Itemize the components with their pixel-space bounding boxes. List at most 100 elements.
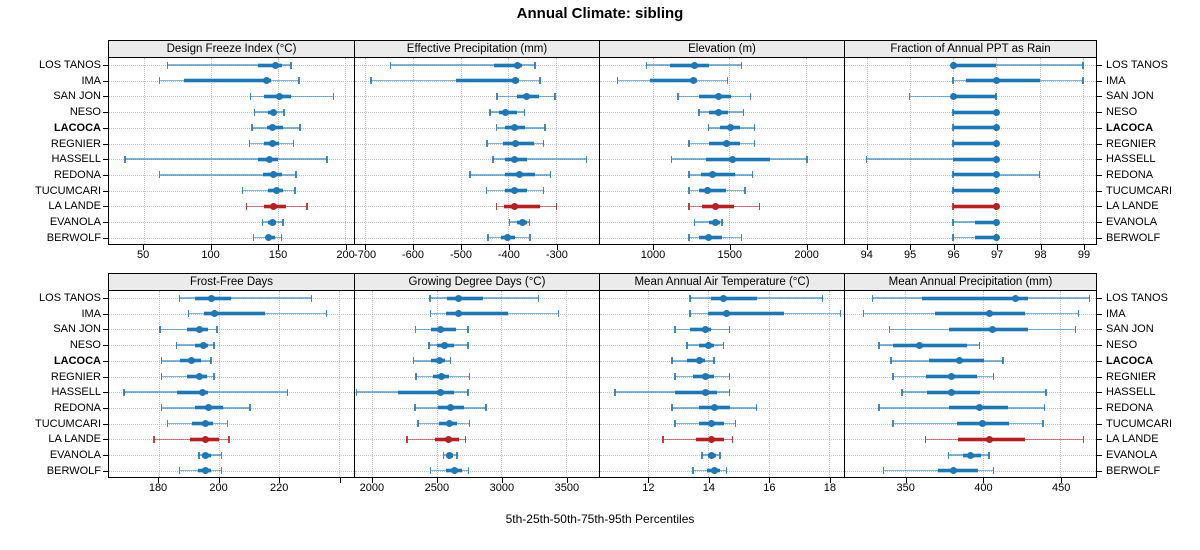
station-label-left: LA LANDE <box>48 200 101 213</box>
whisker-cap-low <box>882 467 885 475</box>
x-tick <box>218 478 220 483</box>
median-dot <box>915 341 923 349</box>
y-tick-right <box>1097 65 1102 66</box>
x-tick-label: 99 <box>1077 249 1091 261</box>
station-label-right: REGNIER <box>1106 370 1157 383</box>
y-gridline <box>355 112 599 114</box>
whisker-cap-high <box>992 467 995 475</box>
whisker-cap-high <box>755 404 758 412</box>
whisker-cap-low <box>198 451 200 459</box>
x-gridline <box>805 58 807 244</box>
whisker-cap-high <box>1082 77 1084 85</box>
station-label-right: LOS TANOS <box>1106 59 1168 71</box>
y-gridline <box>355 455 599 456</box>
x-tick-label: 450 <box>1052 482 1071 494</box>
panel-strip-title: Fraction of Annual PPT as Rain <box>890 43 1051 55</box>
iqr-bar <box>398 390 455 394</box>
median-dot <box>722 140 730 147</box>
panel-strip: Effective Precipitation (mm) <box>355 40 600 58</box>
whisker-cap-low <box>160 357 163 365</box>
whisker-cap-low <box>159 325 161 333</box>
panel-body <box>108 291 355 478</box>
y-gridline <box>109 143 354 145</box>
median-dot <box>511 140 519 147</box>
whisker-cap-low <box>124 155 126 163</box>
x-gridline <box>501 291 503 477</box>
whisker-cap-low <box>492 155 494 163</box>
station-label-right: LA LANDE <box>1106 200 1159 213</box>
iqr-bar <box>953 189 997 193</box>
iqr-bar <box>699 189 727 193</box>
whisker <box>953 64 1083 66</box>
whisker-cap-low <box>689 310 691 318</box>
y-tick-left <box>103 407 108 409</box>
y-gridline <box>109 222 354 223</box>
y-gridline <box>109 237 354 239</box>
median-dot <box>704 341 712 349</box>
station-label-right: TUCUMCARI <box>1106 184 1172 197</box>
whisker-cap-low <box>187 310 190 318</box>
whisker-cap-low <box>486 140 488 147</box>
x-tick-label: 94 <box>860 249 873 261</box>
whisker-cap-high <box>549 171 552 179</box>
whisker-cap-high <box>537 294 540 302</box>
iqr-bar <box>953 110 997 114</box>
iqr-bar <box>922 296 1028 300</box>
whisker-cap-high <box>449 357 452 365</box>
whisker-cap-low <box>670 155 673 163</box>
whisker-cap-low <box>952 171 954 179</box>
station-label-left: NESO <box>69 339 101 352</box>
whisker-cap-low <box>688 202 690 210</box>
whisker-cap-high <box>467 467 470 475</box>
median-dot <box>270 108 278 116</box>
station-label-right: EVANOLA <box>1106 216 1158 228</box>
x-gridline <box>365 58 367 244</box>
median-dot <box>272 187 280 195</box>
station-label-right: NESO <box>1106 106 1138 119</box>
x-gridline <box>1039 58 1041 244</box>
y-gridline <box>355 222 599 223</box>
whisker <box>430 297 539 299</box>
y-tick-right <box>1097 407 1102 409</box>
y-tick-left <box>103 159 108 161</box>
iqr-bar <box>649 79 698 83</box>
x-gridline <box>278 291 280 477</box>
x-tick <box>1061 478 1063 483</box>
whisker-cap-low <box>707 124 710 132</box>
whisker-cap-high <box>1042 420 1044 428</box>
median-dot <box>948 373 956 380</box>
y-tick-right <box>1097 376 1102 378</box>
whisker-cap-low <box>952 218 954 226</box>
median-dot <box>437 373 445 380</box>
whisker-cap-low <box>901 388 903 396</box>
y-tick-right <box>1097 206 1102 208</box>
iqr-bar <box>203 312 266 316</box>
x-tick-label: 98 <box>1034 249 1047 261</box>
whisker-cap-low <box>160 373 163 380</box>
whisker-cap-high <box>210 357 212 365</box>
median-dot <box>992 124 1000 132</box>
whisker-cap-low <box>692 467 694 475</box>
whisker-cap-low <box>862 310 865 318</box>
y-gridline <box>109 96 354 98</box>
median-dot <box>270 202 278 210</box>
station-label-left: LACOCA <box>53 121 101 134</box>
median-dot <box>707 435 715 443</box>
x-tick <box>566 478 568 483</box>
x-tick-label: 96 <box>947 249 960 261</box>
station-label-right: REDONA <box>1106 168 1154 181</box>
whisker-cap-high <box>213 341 215 349</box>
whisker-cap-low <box>701 451 703 459</box>
whisker-cap-low <box>674 373 676 380</box>
whisker-cap-high <box>325 310 328 318</box>
x-tick <box>413 245 414 250</box>
median-dot <box>504 234 512 242</box>
whisker-cap-high <box>554 92 556 100</box>
y-tick-left <box>103 206 108 208</box>
panel-body <box>600 58 845 245</box>
station-label-left: NESO <box>69 106 101 119</box>
panel-strip: Growing Degree Days (°C) <box>355 273 600 291</box>
y-gridline <box>109 329 354 331</box>
iqr-bar <box>503 204 541 208</box>
